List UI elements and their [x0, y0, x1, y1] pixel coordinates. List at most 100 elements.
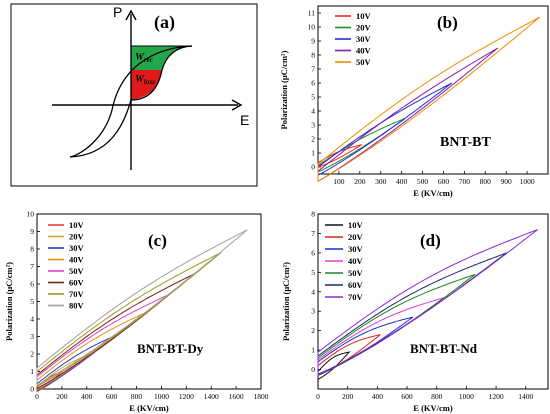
- x-tick-label: 400: [81, 392, 93, 401]
- y-tick-label: 4: [311, 287, 315, 296]
- x-tick-label: 1400: [518, 392, 533, 401]
- chart-panel-b: 100 200 300 400 500 600 700 800 900 1000 0 1 2 3 4 5 6 7 8…: [279, 5, 549, 198]
- e-axis-arrow-icon: [231, 99, 243, 111]
- series-loop-10V: [317, 351, 351, 381]
- y-tick-label: 4: [311, 107, 315, 116]
- legend-label: 50V: [356, 57, 372, 67]
- legend-label: 10V: [69, 220, 85, 230]
- panel-a-label: (a): [154, 12, 175, 33]
- legend-label: 50V: [69, 266, 85, 276]
- legend-label: 60V: [69, 278, 85, 288]
- y-tick-label: 8: [311, 51, 315, 60]
- y-tick-label: 8: [30, 245, 34, 254]
- w-loss-region: [131, 70, 162, 100]
- y-tick-label: 2: [30, 350, 34, 359]
- panel-label: (d): [420, 231, 441, 250]
- y-tick-label: 1: [30, 367, 34, 376]
- y-tick-label: 2: [311, 326, 315, 335]
- panel-label: (b): [437, 13, 458, 32]
- legend-label: 30V: [348, 244, 364, 254]
- y-tick-label: 7: [311, 65, 315, 74]
- y-tick-label: 10: [27, 210, 35, 219]
- legend-label: 70V: [348, 292, 364, 302]
- y-tick-label: 3: [311, 307, 315, 316]
- y-tick-label: 9: [30, 227, 34, 236]
- x-tick-label: 400: [372, 392, 384, 401]
- legend-label: 60V: [348, 280, 364, 290]
- legend-label: 70V: [69, 289, 85, 299]
- legend-label: 10V: [348, 220, 364, 230]
- x-tick-label: 1200: [179, 392, 194, 401]
- y-tick-label: 6: [30, 280, 34, 289]
- y-tick-label: 0: [30, 385, 34, 394]
- legend-label: 20V: [69, 232, 85, 242]
- series-loop-40V: [317, 47, 499, 183]
- w-rec-label: Wrec: [135, 52, 153, 64]
- y-tick-label: 7: [30, 262, 34, 271]
- x-tick-label: 600: [106, 392, 118, 401]
- legend-label: 80V: [69, 301, 85, 311]
- charts-layer: 100 200 300 400 500 600 700 800 900 1000012345678…: [4, 5, 549, 413]
- y-tick-label: 7: [311, 229, 315, 238]
- p-axis-arrow-icon: [125, 9, 137, 21]
- x-tick-label: 600: [438, 177, 450, 186]
- y-axis-label: Polarization (μC/cm²): [4, 262, 14, 341]
- y-tick-label: 10: [308, 23, 316, 32]
- x-tick-label: 200: [56, 392, 68, 401]
- y-tick-label: 5: [30, 297, 34, 306]
- x-tick-label: 1600: [229, 392, 244, 401]
- x-axis-label: E (KV/cm): [413, 403, 453, 413]
- x-tick-label: 800: [131, 392, 143, 401]
- loop-upper-branch: [130, 45, 193, 101]
- sample-annotation: BNT-BT-Nd: [410, 341, 478, 356]
- x-tick-label: 1200: [489, 392, 504, 401]
- y-tick-label: 0: [311, 365, 315, 374]
- x-tick-label: 1000: [459, 392, 474, 401]
- x-tick-label: 1000: [154, 392, 169, 401]
- w-loss-label: Wloss: [135, 74, 155, 86]
- y-tick-label: 3: [311, 121, 315, 130]
- y-tick-label: 5: [311, 268, 315, 277]
- y-tick-label: 6: [311, 248, 315, 257]
- y-axis-label: Polarization (μC/cm²): [279, 50, 289, 129]
- x-axis-label: E (KV/cm): [129, 403, 169, 413]
- y-tick-label: 1: [311, 346, 315, 355]
- y-axis-label: Polarization (μC/cm²): [281, 262, 291, 341]
- x-tick-label: 0: [35, 392, 39, 401]
- legend-label: 20V: [356, 23, 372, 33]
- panel-a: P E (a) Wrec Wloss: [10, 3, 258, 187]
- sample-annotation: BNT-BT-Dy: [137, 341, 204, 356]
- legend-label: 50V: [348, 268, 364, 278]
- y-tick-label: 3: [30, 332, 34, 341]
- series-loop-50V: [317, 16, 540, 183]
- x-tick-label: 1000: [520, 177, 535, 186]
- w-rec-region: [131, 46, 192, 70]
- x-axis-label: E (KV/cm): [413, 188, 453, 198]
- x-tick-label: 800: [431, 392, 443, 401]
- x-tick-label: 700: [459, 177, 471, 186]
- plot-frame: [36, 213, 262, 390]
- legend-label: 30V: [356, 34, 372, 44]
- legend-label: 40V: [69, 255, 85, 265]
- schematic-e-label: E: [240, 112, 249, 128]
- y-tick-label: 9: [311, 37, 315, 46]
- x-tick-label: 1400: [204, 392, 219, 401]
- loop-ascending-branch: [69, 99, 132, 158]
- y-tick-label: 1: [311, 149, 315, 158]
- x-tick-label: 200: [342, 392, 354, 401]
- x-tick-label: 100: [333, 177, 345, 186]
- x-tick-label: 800: [480, 177, 492, 186]
- legend-label: 10V: [356, 11, 372, 21]
- y-tick-label: 0: [311, 163, 315, 172]
- x-tick-label: 900: [501, 177, 513, 186]
- legend-label: 40V: [348, 256, 364, 266]
- x-tick-label: 1800: [254, 392, 269, 401]
- x-tick-label: 400: [396, 177, 408, 186]
- series-loop-70V: [317, 229, 538, 376]
- chart-panel-d: 0 200 400 600 800 1000 1200 1400 0 1 2 3 4 5 6 7 8 E (KV/…: [281, 210, 549, 413]
- x-tick-label: 0: [316, 392, 320, 401]
- legend-label: 20V: [348, 232, 364, 242]
- sample-annotation: BNT-BT: [440, 135, 492, 150]
- y-tick-label: 11: [308, 9, 315, 18]
